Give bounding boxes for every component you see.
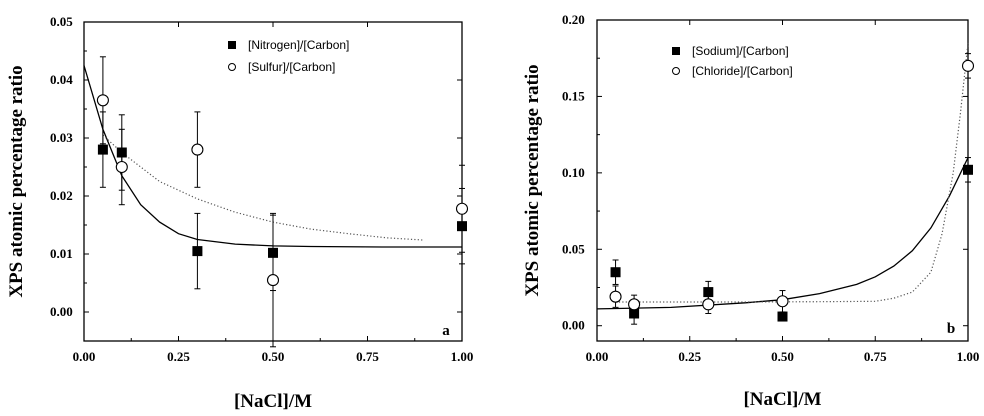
x-tick-label: 1.00 [451, 349, 474, 364]
x-axis-label: [NaCl]/M [234, 391, 312, 412]
data-point-sulfurcarbon [266, 274, 280, 287]
y-tick-label: 0.10 [562, 165, 585, 180]
x-tick-label: 0.00 [586, 349, 609, 364]
data-point-sodiumcarbon [777, 311, 788, 322]
data-point-chloridecarbon [776, 295, 789, 308]
chart-panel-b: 0.00 0.25 0.50 0.75 1.00 0.00 0.05 0.10 0.15 0.20… [522, 12, 979, 410]
legend: [Sodium]/[Carbon] [Chloride]/[Carbon] [672, 44, 793, 78]
fit-line-chloridecarbon [615, 42, 969, 303]
y-tick-label: 0.04 [50, 72, 73, 87]
y-tick-label: 0.00 [50, 304, 73, 319]
x-tick-label: 1.00 [957, 349, 980, 364]
x-tick-label: 0.75 [864, 349, 887, 364]
legend-marker-circle [228, 63, 236, 71]
data-point-chloridecarbon [628, 298, 641, 311]
data-point-sulfurcarbon [115, 160, 128, 174]
data-point-sodiumcarbon [703, 287, 714, 298]
x-tick-label: 0.50 [771, 349, 794, 364]
panel-label: a [442, 323, 450, 339]
data-point-chloridecarbon [961, 59, 975, 72]
data-point-sulfurcarbon [96, 94, 109, 107]
x-tick-label: 0.00 [73, 349, 96, 364]
y-tick-label: 0.03 [50, 130, 73, 145]
x-tick-label: 0.25 [678, 349, 701, 364]
legend-marker-square [672, 47, 680, 55]
fit-line-sulfurcarbon [102, 134, 425, 241]
y-tick-label: 0.20 [562, 12, 585, 27]
legend-label: [Nitrogen]/[Carbon] [248, 38, 349, 52]
data-point-sulfurcarbon [191, 143, 204, 156]
legend-marker-circle [672, 67, 680, 75]
y-tick-label: 0.01 [50, 246, 73, 261]
chart-panel-a: 0.00 0.25 0.50 0.75 1.00 0.00 0.01 0.02 0.03 0.04… [6, 14, 473, 412]
legend-label: [Sodium]/[Carbon] [692, 44, 789, 58]
data-point-chloridecarbon [609, 290, 622, 303]
x-axis-label: [NaCl]/M [743, 389, 821, 410]
y-tick-label: 0.02 [50, 188, 73, 203]
legend-label: [Sulfur]/[Carbon] [248, 60, 335, 74]
data-point-chloridecarbon [702, 298, 715, 311]
data-point-nitrogencarbon [97, 144, 108, 155]
fit-line-sodiumcarbon [596, 157, 969, 310]
data-point-sulfurcarbon [455, 202, 469, 215]
panel-label: b [947, 321, 955, 337]
x-tick-label: 0.50 [262, 349, 285, 364]
y-tick-label: 0.05 [562, 241, 585, 256]
x-tick-label: 0.75 [356, 349, 379, 364]
data-point-nitrogencarbon [192, 246, 203, 257]
y-axis-label: XPS atomic percentage ratio [6, 65, 27, 297]
y-tick-label: 0.00 [562, 318, 585, 333]
data-point-sodiumcarbon [963, 164, 973, 175]
legend-label: [Chloride]/[Carbon] [692, 64, 793, 78]
data-point-sodiumcarbon [610, 267, 621, 278]
legend: [Nitrogen]/[Carbon] [Sulfur]/[Carbon] [228, 38, 349, 74]
y-tick-label: 0.05 [50, 14, 73, 29]
y-axis-label: XPS atomic percentage ratio [522, 64, 543, 296]
y-tick-label: 0.15 [562, 88, 585, 103]
x-tick-label: 0.25 [167, 349, 190, 364]
legend-marker-square [228, 41, 236, 49]
